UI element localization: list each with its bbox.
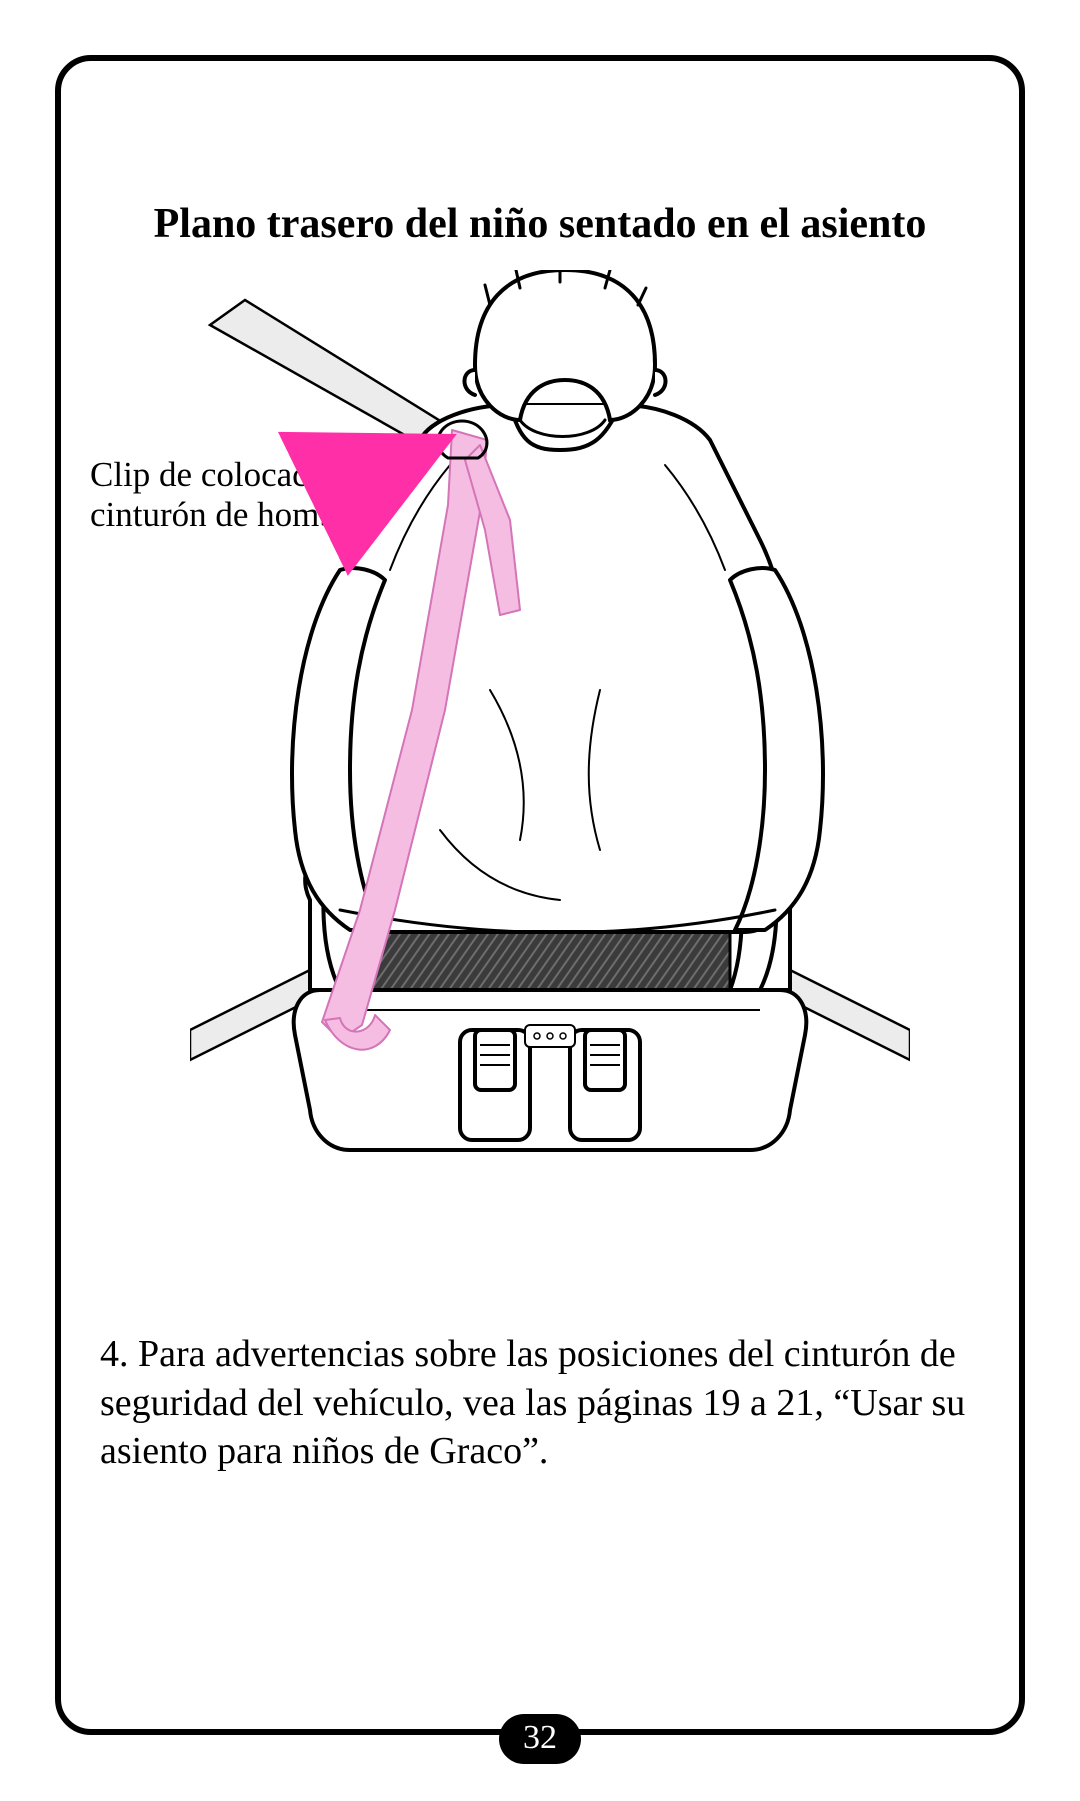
page-title: Plano trasero del niño sentado en el asi… [0, 200, 1080, 248]
manual-page: Plano trasero del niño sentado en el asi… [0, 0, 1080, 1801]
child-head [464, 270, 665, 420]
instruction-step-4: 4. Para advertencias sobre las posicione… [100, 1330, 970, 1476]
shoulder-belt-upper [210, 300, 455, 455]
rear-view-child-booster-diagram [190, 270, 910, 1250]
page-number-badge: 32 [499, 1714, 581, 1764]
